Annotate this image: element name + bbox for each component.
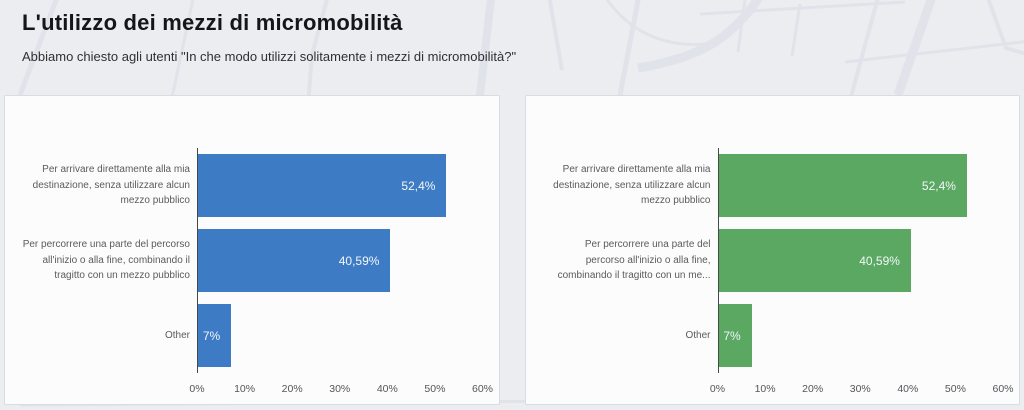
bar-value-label: 52,4%: [921, 178, 956, 193]
x-axis-tick-label: 0%: [709, 383, 726, 395]
bar: 7%: [198, 304, 232, 367]
x-axis-tick-label: 40%: [376, 383, 398, 395]
bar-chart-card-blue: Per arrivare direttamente alla mia desti…: [4, 95, 500, 405]
page-header: L'utilizzo dei mezzi di micromobilità Ab…: [0, 0, 1024, 64]
x-axis-tick-label: 60%: [471, 383, 494, 395]
charts-container: Per arrivare direttamente alla mia desti…: [4, 95, 1020, 405]
y-axis-line: [197, 148, 198, 373]
chart-row: Per percorrere una parte del percorso al…: [17, 223, 489, 298]
x-axis-tick-label: 50%: [944, 383, 966, 395]
x-axis-tick-label: 50%: [424, 383, 446, 395]
bar: 40,59%: [718, 229, 911, 292]
chart-row: Per percorrere una parte del percorso al…: [538, 223, 1010, 298]
category-label: Per arrivare direttamente alla mia desti…: [32, 164, 190, 207]
chart-row: Per arrivare direttamente alla mia desti…: [17, 148, 489, 223]
category-label: Per percorrere una parte del percorso al…: [22, 239, 190, 282]
x-axis-tick-label: 0%: [189, 383, 205, 395]
category-label: Per percorrere una parte del percorso al…: [557, 239, 711, 282]
x-axis-tick-label: 30%: [849, 383, 871, 395]
x-axis-tick-label: 20%: [802, 383, 824, 395]
chart-row: Other 7%: [17, 298, 489, 373]
category-label: Other: [164, 329, 190, 341]
page-title: L'utilizzo dei mezzi di micromobilità: [22, 10, 403, 35]
chart-row: Other 7%: [538, 298, 1010, 373]
category-label: Other: [685, 329, 711, 341]
bar-chart-card-green: Per arrivare direttamente alla mia desti…: [524, 95, 1020, 405]
bar-value-label: 40,59%: [338, 253, 380, 268]
bar-value-label: 40,59%: [859, 253, 900, 268]
bar-value-label: 7%: [723, 328, 741, 343]
category-label: Per arrivare direttamente alla mia desti…: [553, 164, 711, 207]
bar: 7%: [718, 304, 752, 367]
x-axis: 0% 10% 20% 30% 40% 50% 60%: [710, 377, 1014, 401]
x-axis-tick-label: 20%: [281, 383, 303, 395]
x-axis-tick-label: 60%: [992, 383, 1014, 395]
x-axis-tick-label: 10%: [754, 383, 776, 395]
bar-value-label: 7%: [202, 328, 221, 343]
bar: 40,59%: [198, 229, 391, 292]
page-subtitle: Abbiamo chiesto agli utenti "In che modo…: [22, 49, 517, 64]
chart-row: Per arrivare direttamente alla mia desti…: [538, 148, 1010, 223]
x-axis-tick-label: 40%: [897, 383, 919, 395]
bar-value-label: 52,4%: [401, 178, 436, 193]
x-axis-tick-label: 10%: [234, 383, 256, 395]
plot-area: Per arrivare direttamente alla mia desti…: [538, 148, 1010, 373]
bar: 52,4%: [198, 154, 447, 217]
plot-area: Per arrivare direttamente alla mia desti…: [17, 148, 489, 373]
x-axis-tick-label: 30%: [329, 383, 351, 395]
bar: 52,4%: [718, 154, 967, 217]
y-axis-line: [717, 148, 719, 373]
x-axis: 0% 10% 20% 30% 40% 50% 60%: [189, 377, 493, 401]
